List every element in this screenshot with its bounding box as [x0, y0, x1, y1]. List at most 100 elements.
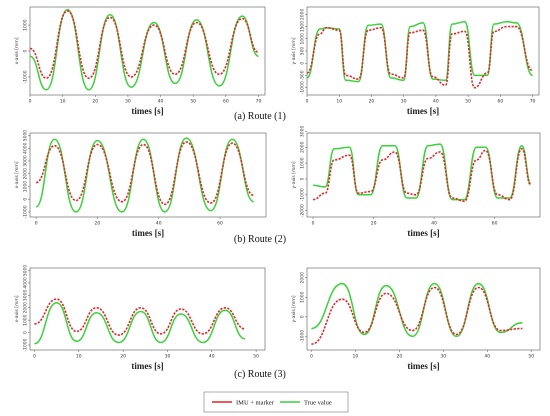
y-axis-label: y-axis [mm]: [291, 161, 297, 188]
y-tick-label: 2000: [23, 168, 29, 180]
x-tick-label: 60: [223, 99, 229, 105]
series-imu-marker-line: [313, 148, 532, 202]
x-tick-label: 50: [465, 99, 471, 105]
x-tick-label: 20: [120, 354, 126, 360]
caption-route-2: (b) Route (2): [234, 234, 286, 245]
series-true-value-line: [35, 137, 255, 213]
x-tick-label: 40: [431, 221, 437, 227]
y-tick-label: 1000: [23, 181, 29, 193]
x-tick-label: 40: [209, 354, 215, 360]
y-tick-label: 0: [23, 331, 29, 334]
x-tick-label: 50: [528, 354, 534, 360]
y-tick-label: 1000: [300, 291, 306, 303]
plot-frame: [29, 132, 267, 218]
x-tick-label: 20: [396, 354, 402, 360]
legend-label-imu: IMU + marker: [236, 400, 275, 407]
x-tick-label: 30: [125, 99, 131, 105]
x-tick-label: 30: [440, 354, 446, 360]
x-tick-label: 10: [336, 99, 342, 105]
y-tick-label: -1000: [23, 205, 29, 218]
y-axis-label: y-axis [mm]: [291, 37, 297, 64]
y-tick-label: -1000: [300, 330, 306, 343]
legend-box: [203, 391, 349, 413]
y-tick-label: 2000: [300, 141, 306, 153]
y-tick-label: 1500: [300, 21, 306, 33]
x-tick-label: 40: [484, 354, 490, 360]
y-tick-label: 4000: [23, 142, 29, 154]
x-tick-label: 70: [530, 99, 536, 105]
y-tick-label: -1000: [300, 81, 306, 94]
y-tick-label: -1000: [23, 338, 29, 351]
y-tick-label: 2000: [23, 302, 29, 314]
x-tick-label: 0: [306, 99, 309, 105]
x-tick-label: 50: [253, 354, 259, 360]
x-tick-label: 60: [492, 221, 498, 227]
series-true-value-line: [34, 302, 246, 345]
y-tick-label: 3000: [23, 289, 29, 301]
x-tick-label: 70: [256, 99, 262, 105]
plot-frame: [306, 132, 541, 218]
series-imu-marker-line: [29, 10, 259, 79]
x-tick-label: 20: [371, 221, 377, 227]
x-axis-label: times [s]: [407, 228, 439, 238]
panel-route1-y: 0 10 20 30 40 50 60 70 -1000-500 0 500 100015002000…: [291, 6, 540, 116]
x-axis-label: times [s]: [407, 361, 439, 371]
y-tick-label: -500: [300, 70, 306, 80]
series-imu-marker-line: [34, 298, 246, 336]
x-axis-label: times [s]: [131, 361, 163, 371]
y-tick-label: 5000: [23, 265, 29, 277]
series-true-value-line: [313, 143, 532, 201]
x-tick-label: 10: [60, 99, 66, 105]
plot-frame: [306, 267, 541, 351]
caption-route-3: (c) Route (3): [234, 369, 286, 380]
x-tick-label: 30: [165, 354, 171, 360]
panel-route2-y: 0 20 40 60 -2000 -1000 0 1000 2000 3000 y-axis [mm…: [291, 126, 541, 238]
y-axis-label: x-axis [mm]: [14, 161, 20, 188]
panel-route3-y: 0 10 20 30 40 50 -1000 0 1000 2000 y-axis [mm] time…: [291, 267, 541, 371]
y-tick-label: -1000: [23, 70, 29, 83]
series-true-value-line: [29, 8, 259, 91]
y-tick-label: 2000: [300, 272, 306, 284]
y-tick-label: 500: [300, 47, 306, 56]
series-imu-marker-line: [306, 25, 534, 89]
x-tick-label: 40: [433, 99, 439, 105]
y-tick-label: 0: [300, 62, 306, 65]
y-tick-label: 0: [23, 198, 29, 201]
x-tick-label: 60: [497, 99, 503, 105]
y-tick-label: -2000: [300, 204, 306, 217]
x-axis-label: times [s]: [407, 106, 439, 116]
y-tick-label: 3000: [23, 155, 29, 167]
x-tick-label: 20: [95, 221, 101, 227]
caption-route-1: (a) Route (1): [234, 111, 286, 122]
y-axis-label: y-axis [mm]: [291, 295, 297, 322]
x-tick-label: 0: [29, 99, 32, 105]
x-tick-label: 60: [217, 221, 223, 227]
y-tick-label: 0: [300, 177, 306, 180]
series-imu-marker-line: [35, 141, 255, 206]
x-tick-label: 30: [401, 99, 407, 105]
y-tick-label: 1000: [300, 33, 306, 45]
y-tick-label: -1000: [300, 188, 306, 201]
y-tick-label: 0: [300, 315, 306, 318]
x-tick-label: 20: [92, 99, 98, 105]
x-tick-label: 50: [190, 99, 196, 105]
legend: IMU + marker True value: [203, 391, 349, 413]
plot-frame: [29, 267, 266, 351]
y-tick-label: 0: [23, 49, 29, 52]
x-tick-label: 0: [33, 354, 36, 360]
y-tick-label: 5000: [23, 130, 29, 142]
y-axis-label: x-axis [mm]: [14, 295, 20, 322]
x-axis-label: times [s]: [131, 106, 163, 116]
y-tick-label: 1000: [23, 19, 29, 31]
x-tick-label: 0: [312, 221, 315, 227]
x-tick-label: 40: [158, 99, 164, 105]
x-tick-label: 40: [156, 221, 162, 227]
x-tick-label: 10: [76, 354, 82, 360]
x-tick-label: 0: [35, 221, 38, 227]
legend-label-true: True value: [304, 400, 332, 407]
y-tick-label: 1000: [300, 157, 306, 169]
